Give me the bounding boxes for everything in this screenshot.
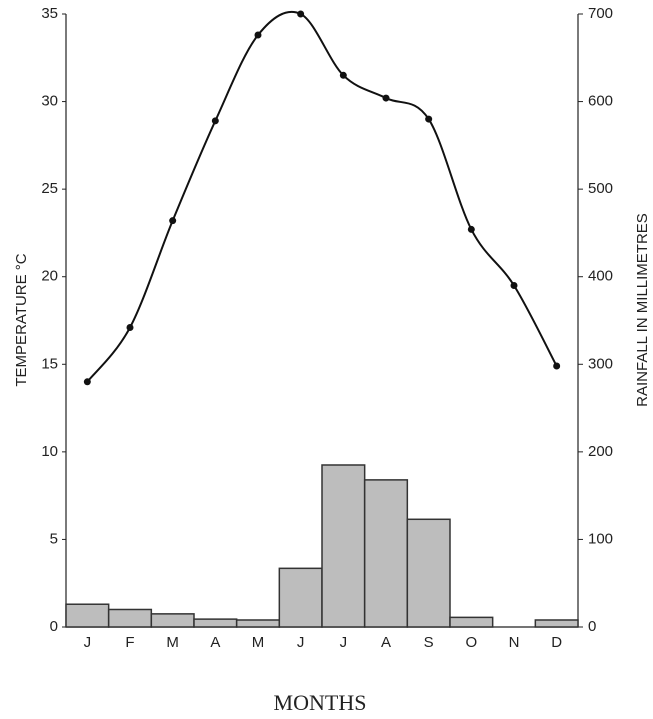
y-tick-label: 25 (41, 180, 58, 197)
rainfall-bar (534, 619, 579, 628)
rainfall-bar (107, 608, 153, 628)
temperature-point (254, 31, 262, 39)
x-tick-label: O (465, 634, 477, 651)
temperature-curve (86, 10, 558, 383)
x-tick-label: N (509, 634, 520, 651)
temperature-point (510, 281, 518, 289)
y2-tick-label: 0 (588, 618, 596, 635)
temperature-point (382, 94, 390, 102)
y2-tick-label: 400 (588, 268, 613, 285)
rainfall-bar (363, 479, 409, 628)
temperature-point (297, 10, 305, 18)
x-tick-label: F (125, 634, 134, 651)
temperature-point (211, 117, 219, 125)
y2-tick-label: 300 (588, 355, 613, 372)
temperature-point (126, 324, 134, 332)
rainfall-bar (406, 518, 451, 628)
y2-axis-label: RAINFALL IN MILLIMETRES (634, 213, 651, 407)
rainfall-bar (150, 613, 195, 628)
y2-tick-label: 100 (588, 530, 613, 547)
rainfall-bar (235, 619, 281, 628)
rainfall-bar (449, 616, 494, 628)
temperature-point (339, 71, 347, 79)
y-tick-label: 15 (41, 355, 58, 372)
temperature-point (553, 362, 561, 370)
x-tick-label: J (340, 634, 348, 651)
y-tick-label: 5 (50, 530, 58, 547)
x-tick-label: M (252, 634, 265, 651)
y2-tick-label: 600 (588, 93, 613, 110)
y-tick-label: 35 (41, 5, 58, 22)
x-tick-label: M (166, 634, 179, 651)
y2-tick-label: 700 (588, 5, 613, 22)
y-tick-label: 0 (50, 618, 58, 635)
y-axis-label: TEMPERATURE °C (13, 253, 30, 386)
temperature-point (425, 115, 433, 123)
temperature-point (467, 225, 475, 233)
x-axis-label: MONTHS (274, 690, 367, 715)
x-tick-label: S (424, 634, 434, 651)
rainfall-bar (193, 618, 238, 628)
rainfall-bar (278, 567, 323, 628)
x-tick-label: D (551, 634, 562, 651)
y-tick-label: 30 (41, 93, 58, 110)
y-tick-label: 20 (41, 268, 58, 285)
y2-tick-label: 200 (588, 443, 613, 460)
x-tick-label: J (297, 634, 305, 651)
temperature-point (169, 217, 177, 225)
y2-tick-label: 500 (588, 180, 613, 197)
rainfall-bar (321, 464, 366, 628)
x-tick-label: J (84, 634, 92, 651)
x-tick-label: A (381, 634, 391, 651)
temperature-point (83, 378, 91, 386)
y-tick-label: 10 (41, 443, 58, 460)
rainfall-bar (65, 603, 110, 628)
x-tick-label: A (210, 634, 220, 651)
